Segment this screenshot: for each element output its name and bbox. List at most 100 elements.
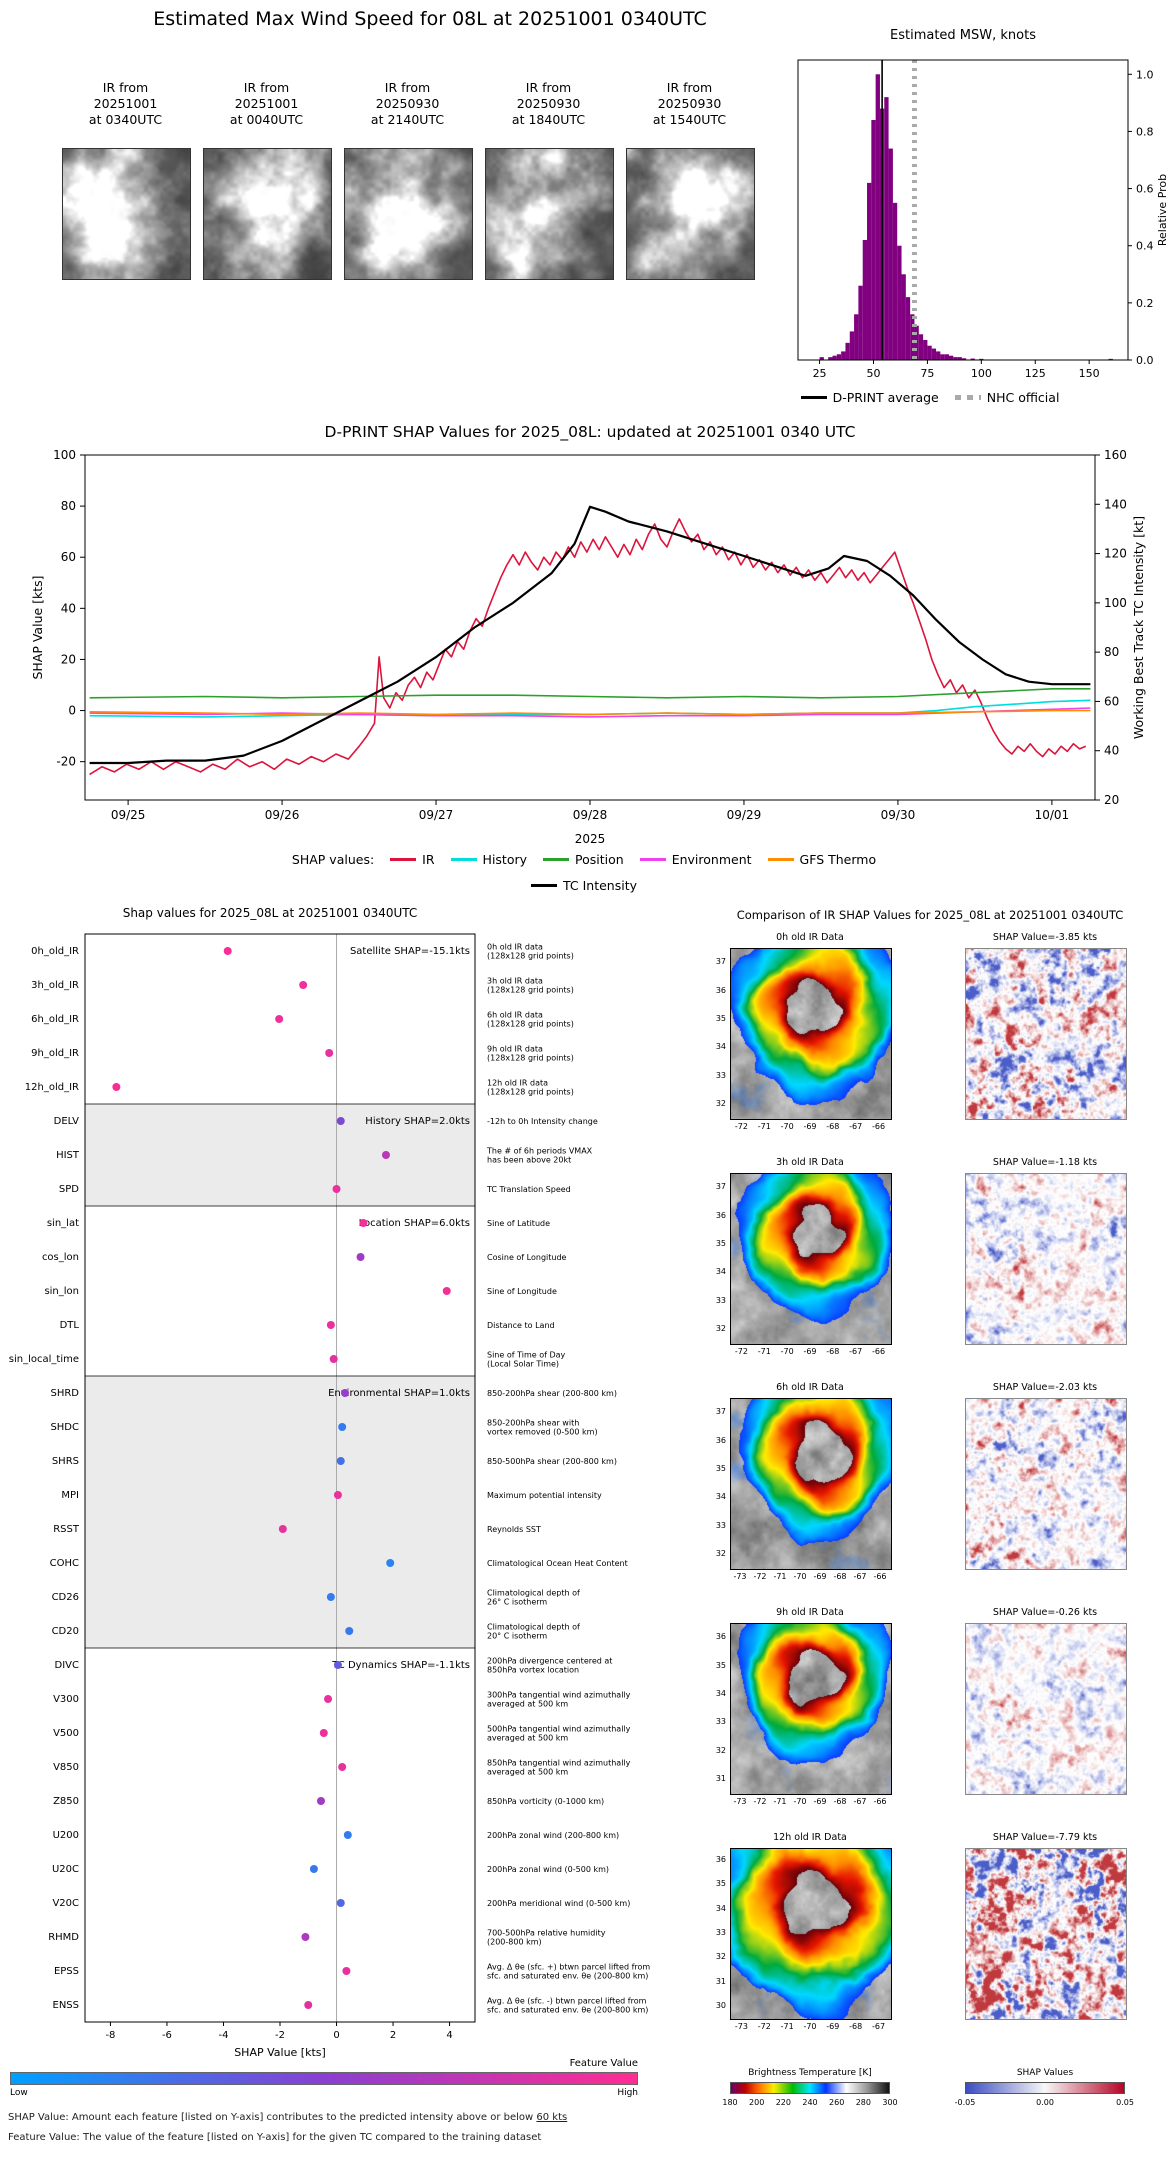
shap-panel-title: SHAP Value=-3.85 kts bbox=[992, 932, 1098, 943]
group-shap-label: TC Dynamics SHAP=-1.1kts bbox=[331, 1660, 470, 1671]
ir-thumbnail-label-line: IR from bbox=[102, 80, 149, 95]
group-shap-label: History SHAP=2.0kts bbox=[365, 1116, 470, 1127]
y-tick-label-right: 40 bbox=[1104, 744, 1119, 758]
feature-description: 300hPa tangential wind azimuthally averag… bbox=[487, 1691, 631, 1709]
x-tick-label: 09/26 bbox=[265, 808, 300, 822]
shap-dot bbox=[316, 1797, 325, 1805]
x-tick-label: 50 bbox=[866, 367, 880, 380]
ir-thumbnail-label-line: IR from bbox=[666, 80, 713, 95]
shap-dot bbox=[325, 1049, 334, 1057]
shap-dot bbox=[278, 1525, 287, 1533]
feature-name: V850 bbox=[53, 1762, 79, 1773]
shap-dot bbox=[359, 1219, 368, 1227]
shap-dot bbox=[309, 1865, 318, 1873]
feature-name: DTL bbox=[60, 1320, 80, 1331]
lat-tick-label: 32 bbox=[715, 1548, 726, 1558]
y-tick-label-left: 60 bbox=[61, 550, 76, 564]
shap-value-image bbox=[965, 948, 1127, 1120]
feature-name: SHDC bbox=[50, 1422, 79, 1433]
ir-panel-title: 3h old IR Data bbox=[776, 1157, 844, 1168]
x-tick-label: 100 bbox=[971, 367, 992, 380]
feature-description: 700-500hPa relative humidity (200-800 km) bbox=[487, 1929, 606, 1947]
lon-tick-label: -72 bbox=[757, 2022, 771, 2031]
feature-description: The # of 6h periods VMAX has been above 2… bbox=[486, 1147, 593, 1165]
histogram-bar bbox=[862, 240, 868, 360]
histogram-bar bbox=[918, 334, 924, 360]
feature-name: V20C bbox=[52, 1898, 79, 1909]
ir-thumbnail-image bbox=[485, 148, 614, 280]
series-ir bbox=[89, 518, 1087, 776]
feature-name: EPSS bbox=[54, 1966, 79, 1977]
histogram-bar bbox=[923, 340, 928, 360]
histogram-bar bbox=[854, 314, 859, 360]
lat-tick-label: 34 bbox=[715, 1492, 726, 1502]
histogram-bar bbox=[957, 357, 962, 360]
feature-name: U200 bbox=[53, 1830, 79, 1841]
shap-dotplot: Satellite SHAP=-15.1kts History SHAP=2.0k… bbox=[9, 933, 650, 2041]
timeseries-title: D-PRINT SHAP Values for 2025_08L: update… bbox=[324, 423, 856, 441]
shap-value-image bbox=[965, 1398, 1127, 1570]
lon-tick-label: -69 bbox=[813, 1572, 827, 1581]
shap-dot bbox=[299, 981, 308, 989]
shap-dot bbox=[341, 1389, 349, 1397]
feature-name: U20C bbox=[52, 1864, 79, 1875]
lat-tick-label: 34 bbox=[715, 1042, 726, 1052]
dprint-average-line-sample bbox=[800, 396, 827, 399]
feature-name: DIVC bbox=[55, 1660, 79, 1671]
shap-panel-title: SHAP Value=-7.79 kts bbox=[992, 1832, 1098, 1843]
legend-label-dprint-average: D-PRINT average bbox=[832, 390, 939, 405]
lon-tick-label: -68 bbox=[826, 1347, 840, 1356]
lat-tick-label: 35 bbox=[715, 1879, 726, 1889]
y-tick-label-left: -20 bbox=[56, 755, 76, 769]
lat-tick-label: 33 bbox=[715, 1928, 726, 1937]
temp-colorbar-tick: 220 bbox=[775, 2098, 791, 2107]
feature-name: 0h_old_IR bbox=[31, 946, 79, 957]
y-tick-label-right: 120 bbox=[1104, 547, 1127, 561]
ir-thumbnail-label-line: 20250930 bbox=[516, 96, 581, 111]
shap-colorbar-tick: 0.05 bbox=[1116, 2098, 1134, 2107]
dotplot-xlabel: SHAP Value [kts] bbox=[234, 2046, 326, 2059]
histogram-bar bbox=[849, 331, 855, 360]
x-tick-label: 10/01 bbox=[1035, 808, 1070, 822]
histogram-bar bbox=[888, 148, 893, 360]
shap-dot bbox=[324, 1695, 333, 1703]
x-tick-label: 09/28 bbox=[573, 808, 608, 822]
x-tick-label: 125 bbox=[1025, 367, 1046, 380]
lat-tick-label: 34 bbox=[715, 1267, 726, 1277]
feature-description: Climatological depth of 26° C isotherm bbox=[487, 1589, 580, 1607]
ir-thumbnail-label-line: 20251001 bbox=[93, 96, 158, 111]
lon-tick-label: -71 bbox=[773, 1572, 787, 1581]
shap-value-image bbox=[965, 1623, 1127, 1795]
lon-tick-label: -69 bbox=[803, 1347, 817, 1356]
feature-name: 12h_old_IR bbox=[25, 1082, 79, 1093]
histogram-bar bbox=[867, 182, 872, 360]
ir-data-image bbox=[730, 1623, 892, 1795]
feature-name: DELV bbox=[54, 1116, 79, 1127]
legend-item-dprint-average: D-PRINT average bbox=[800, 390, 939, 405]
feature-name: ENSS bbox=[53, 2000, 80, 2011]
feature-description: Reynolds SST bbox=[487, 1525, 541, 1534]
nhc-official-line-sample bbox=[954, 395, 981, 400]
histogram-bar bbox=[884, 97, 889, 360]
feature-description: 850-500hPa shear (200-800 km) bbox=[487, 1457, 617, 1466]
feature-description: Maximum potential intensity bbox=[487, 1491, 602, 1500]
y-tick-label: 0.4 bbox=[1136, 240, 1154, 253]
histogram-legend: D-PRINT average NHC official bbox=[700, 390, 1160, 405]
series-gfs-thermo bbox=[89, 709, 1091, 716]
ir-panel-title: 9h old IR Data bbox=[776, 1607, 844, 1618]
y-tick-label: 0.6 bbox=[1136, 183, 1154, 196]
ir-thumbnail-label: IR from 20250930 at 1840UTC bbox=[485, 80, 612, 128]
ir-data-image bbox=[730, 1848, 892, 2020]
histogram-bar bbox=[970, 358, 975, 360]
lon-tick-label: -69 bbox=[803, 1122, 817, 1131]
lat-tick-label: 33 bbox=[715, 1295, 726, 1305]
legend-item-history: History bbox=[450, 852, 527, 867]
ir-thumbnail-label: IR from 20250930 at 1540UTC bbox=[626, 80, 753, 128]
lon-tick-label: -71 bbox=[757, 1122, 771, 1131]
lat-tick-label: 37 bbox=[715, 1182, 726, 1192]
feature-name: 3h_old_IR bbox=[31, 980, 79, 991]
ir-thumbnail-label-line: at 1540UTC bbox=[652, 112, 727, 127]
feature-description: 850hPa tangential wind azimuthally averag… bbox=[487, 1759, 631, 1777]
shap-value-image bbox=[965, 1848, 1127, 2020]
x-tick-label: 75 bbox=[920, 367, 934, 380]
